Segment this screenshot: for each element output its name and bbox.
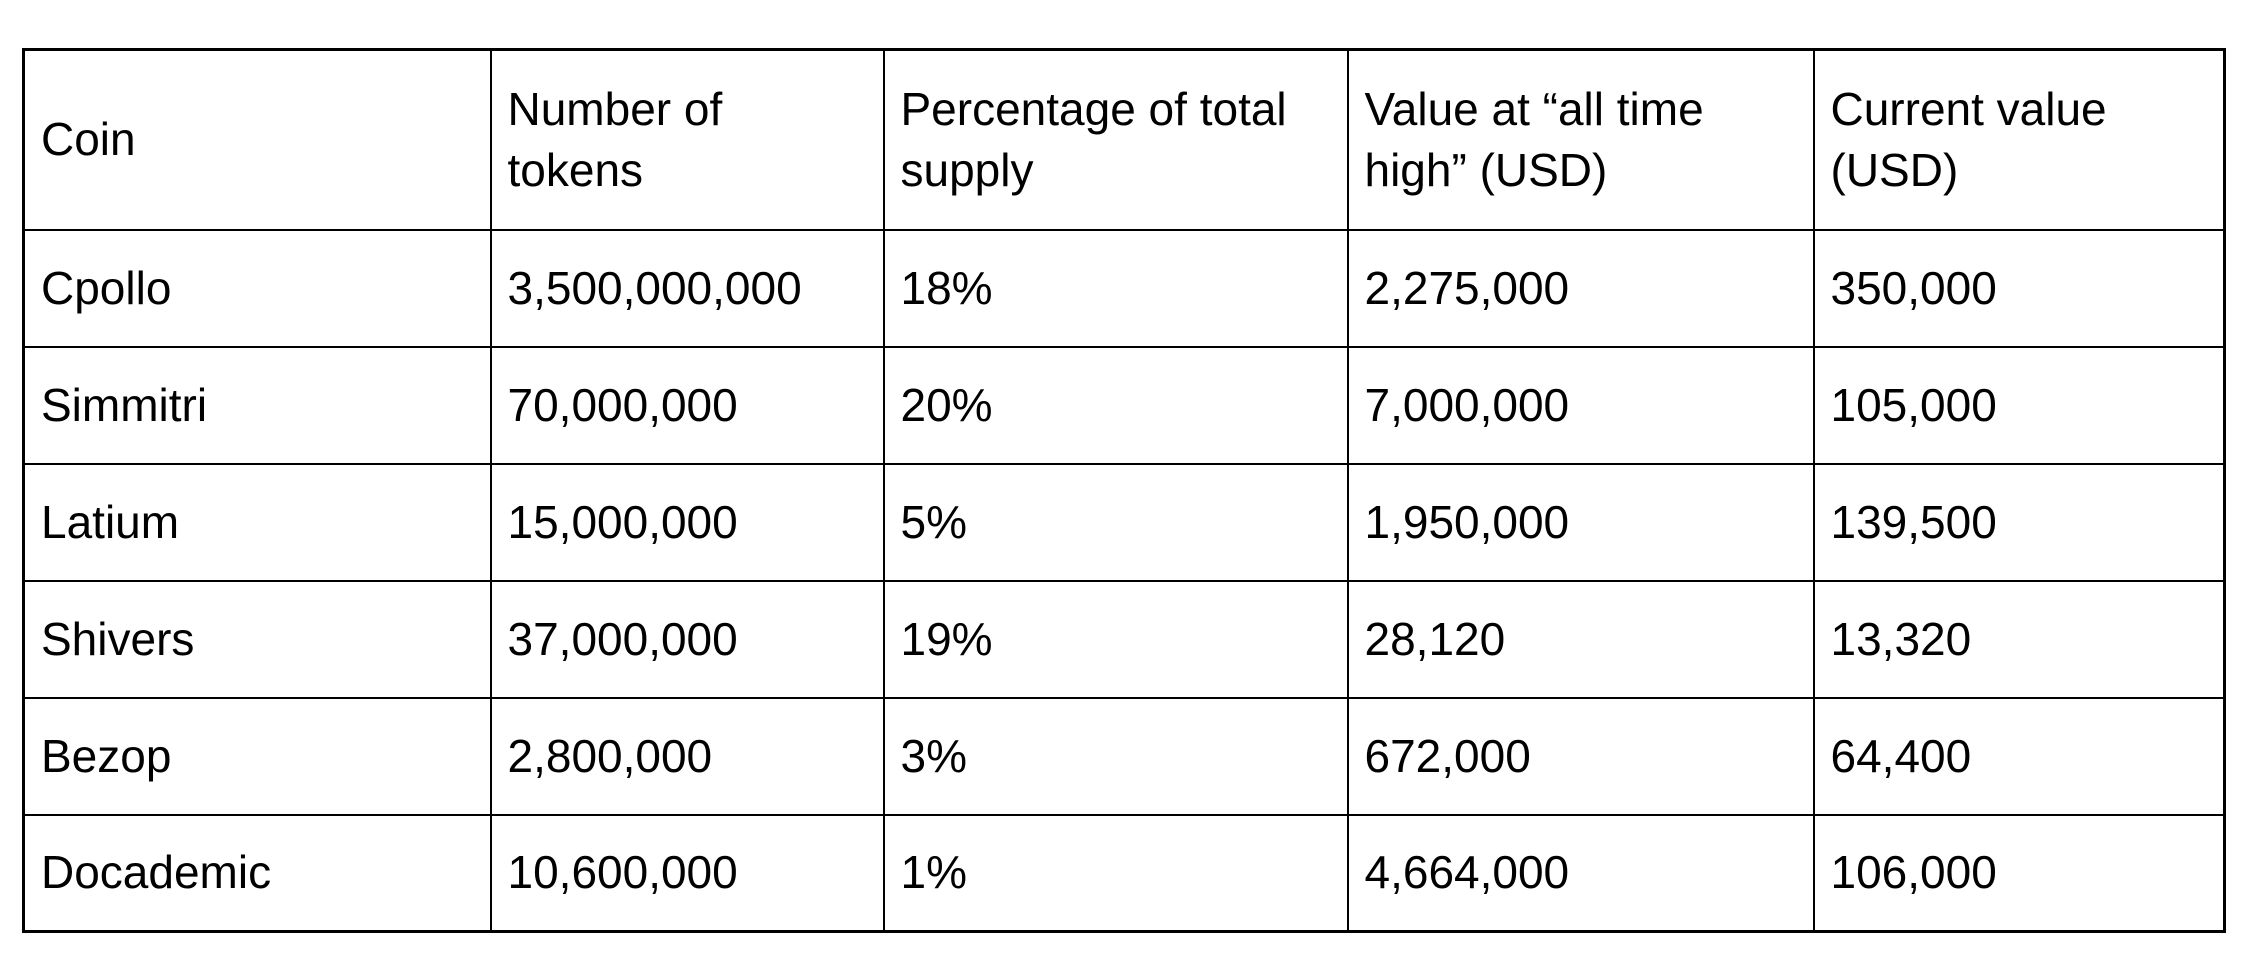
cell-supply-pct: 19% <box>882 579 1349 699</box>
header-cell-current-value: Current value (USD) <box>1812 48 2226 231</box>
cell-current-value: 64,400 <box>1812 696 2226 816</box>
header-cell-supply-pct: Percentage of total supply <box>882 48 1349 231</box>
cell-ath-value: 4,664,000 <box>1346 813 1815 933</box>
cell-ath-value: 672,000 <box>1346 696 1815 816</box>
cell-tokens: 15,000,000 <box>489 462 885 582</box>
table-header-row: Coin Number of tokens Percentage of tota… <box>22 48 2226 231</box>
table-row: Latium 15,000,000 5% 1,950,000 139,500 <box>22 462 2226 582</box>
cell-current-value: 105,000 <box>1812 345 2226 465</box>
table-row: Bezop 2,800,000 3% 672,000 64,400 <box>22 696 2226 816</box>
cell-supply-pct: 20% <box>882 345 1349 465</box>
cell-coin: Latium <box>22 462 492 582</box>
cell-coin: Docademic <box>22 813 492 933</box>
cell-ath-value: 7,000,000 <box>1346 345 1815 465</box>
cell-coin: Simmitri <box>22 345 492 465</box>
crypto-coins-table: Coin Number of tokens Percentage of tota… <box>22 48 2226 933</box>
cell-tokens: 10,600,000 <box>489 813 885 933</box>
cell-tokens: 70,000,000 <box>489 345 885 465</box>
header-cell-coin: Coin <box>22 48 492 231</box>
cell-current-value: 106,000 <box>1812 813 2226 933</box>
table-row: Shivers 37,000,000 19% 28,120 13,320 <box>22 579 2226 699</box>
header-cell-ath-value: Value at “all time high” (USD) <box>1346 48 1815 231</box>
cell-ath-value: 1,950,000 <box>1346 462 1815 582</box>
cell-current-value: 13,320 <box>1812 579 2226 699</box>
cell-current-value: 139,500 <box>1812 462 2226 582</box>
cell-supply-pct: 18% <box>882 228 1349 348</box>
cell-coin: Cpollo <box>22 228 492 348</box>
cell-supply-pct: 5% <box>882 462 1349 582</box>
cell-ath-value: 28,120 <box>1346 579 1815 699</box>
header-cell-tokens: Number of tokens <box>489 48 885 231</box>
table-row: Simmitri 70,000,000 20% 7,000,000 105,00… <box>22 345 2226 465</box>
table-row: Docademic 10,600,000 1% 4,664,000 106,00… <box>22 813 2226 933</box>
cell-supply-pct: 3% <box>882 696 1349 816</box>
cell-tokens: 3,500,000,000 <box>489 228 885 348</box>
cell-tokens: 37,000,000 <box>489 579 885 699</box>
cell-ath-value: 2,275,000 <box>1346 228 1815 348</box>
cell-tokens: 2,800,000 <box>489 696 885 816</box>
cell-supply-pct: 1% <box>882 813 1349 933</box>
table-row: Cpollo 3,500,000,000 18% 2,275,000 350,0… <box>22 228 2226 348</box>
cell-current-value: 350,000 <box>1812 228 2226 348</box>
cell-coin: Shivers <box>22 579 492 699</box>
cell-coin: Bezop <box>22 696 492 816</box>
